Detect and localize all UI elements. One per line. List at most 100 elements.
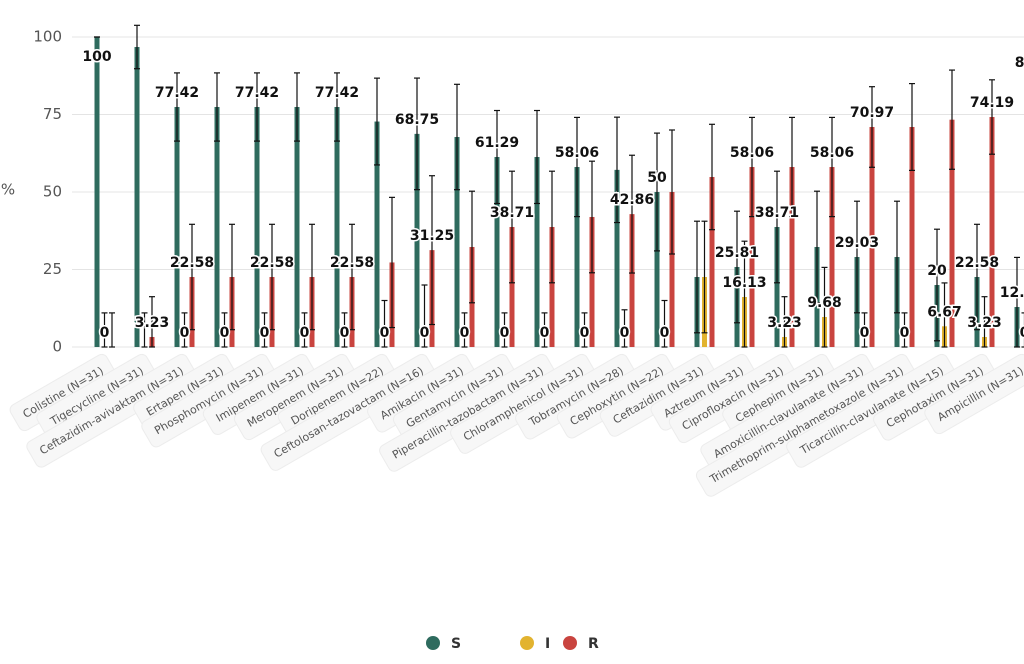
bar xyxy=(909,126,915,347)
data-label: 74.19 xyxy=(970,95,1014,111)
error-bar xyxy=(341,312,348,348)
bar xyxy=(549,226,555,347)
data-label: 58.06 xyxy=(730,145,774,161)
error-bar xyxy=(461,312,468,348)
error-bar xyxy=(469,190,475,304)
error-bar xyxy=(701,220,708,334)
error-bar xyxy=(414,77,420,191)
data-label: 3.23 xyxy=(135,315,170,331)
data-label: 77.42 xyxy=(155,85,199,101)
error-bar xyxy=(781,296,788,348)
error-bar xyxy=(174,72,180,142)
data-label: 38.71 xyxy=(490,205,534,221)
error-bar xyxy=(261,312,268,348)
error-bar xyxy=(694,220,700,334)
error-bar xyxy=(269,223,275,331)
data-label: 0 xyxy=(300,325,310,341)
bar xyxy=(509,226,515,347)
error-bar xyxy=(381,299,388,348)
error-bar xyxy=(374,77,380,166)
bar xyxy=(749,167,755,347)
error-bar xyxy=(189,223,195,331)
error-bar xyxy=(829,116,835,218)
error-bar xyxy=(734,210,740,324)
error-bar xyxy=(934,228,940,342)
error-bar xyxy=(134,24,140,70)
error-bar xyxy=(854,200,860,314)
data-label: 61.29 xyxy=(475,135,519,151)
bar xyxy=(614,169,620,347)
error-bar xyxy=(654,132,660,252)
error-bar xyxy=(814,190,820,304)
error-bar xyxy=(614,116,620,224)
error-bar xyxy=(774,170,780,284)
error-bar xyxy=(901,312,908,348)
error-bar xyxy=(181,312,188,348)
bar xyxy=(669,192,675,347)
error-bar xyxy=(749,116,755,218)
error-bar xyxy=(629,154,635,274)
data-label: 22.58 xyxy=(170,255,214,271)
data-label: 0 xyxy=(180,325,190,341)
bar xyxy=(134,47,140,347)
bar xyxy=(774,226,780,347)
bar xyxy=(654,192,660,347)
legend-swatch xyxy=(563,636,577,650)
data-label: 22.58 xyxy=(955,255,999,271)
y-tick-label: 0 xyxy=(52,338,62,356)
bar xyxy=(629,214,635,347)
data-label: 12.9 xyxy=(1000,285,1024,301)
error-bar xyxy=(229,223,235,331)
error-bar xyxy=(909,82,915,171)
error-bar xyxy=(589,160,595,274)
data-label: 22.58 xyxy=(330,255,374,271)
data-label: 0 xyxy=(260,325,270,341)
bar xyxy=(949,119,955,347)
error-bar xyxy=(574,116,580,218)
error-bar xyxy=(1021,312,1024,348)
bar xyxy=(589,216,595,347)
data-label: 0 xyxy=(620,325,630,341)
error-bar xyxy=(301,312,308,348)
data-label: 70.97 xyxy=(850,105,894,121)
bar xyxy=(94,37,100,347)
bar xyxy=(494,157,500,347)
y-tick-label: 25 xyxy=(43,260,62,278)
error-bar xyxy=(869,86,875,168)
data-label: 0 xyxy=(100,325,110,341)
error-bar xyxy=(501,312,508,348)
data-label: 42.86 xyxy=(610,192,654,208)
error-bar xyxy=(141,312,148,348)
data-label: 3.23 xyxy=(967,315,1002,331)
error-bar xyxy=(894,200,900,314)
legend-label: S xyxy=(451,636,461,652)
error-bar xyxy=(214,72,220,142)
error-bar xyxy=(149,296,155,348)
error-bar xyxy=(429,175,435,326)
legend-label: R xyxy=(588,636,599,652)
error-bar xyxy=(669,129,675,255)
data-label: 38.71 xyxy=(755,205,799,221)
bar xyxy=(334,106,340,347)
x-tick-box xyxy=(26,353,197,468)
error-bar xyxy=(789,116,795,218)
data-label: 29.03 xyxy=(835,235,879,251)
error-bar xyxy=(221,312,228,348)
data-label: 0 xyxy=(340,325,350,341)
data-label: 20 xyxy=(927,263,947,279)
error-bar xyxy=(534,109,540,205)
data-label: 50 xyxy=(647,170,667,186)
bar xyxy=(414,133,420,347)
data-label: 0 xyxy=(500,325,510,341)
data-label: 31.25 xyxy=(410,228,454,244)
bar xyxy=(254,106,260,347)
bar xyxy=(174,106,180,347)
error-bar xyxy=(861,312,868,348)
error-bar xyxy=(974,223,980,331)
error-bar xyxy=(454,83,460,191)
error-bar xyxy=(109,312,115,348)
error-bar xyxy=(709,123,715,231)
error-bar xyxy=(581,312,588,348)
data-label: 0 xyxy=(860,325,870,341)
legend-swatch xyxy=(426,636,440,650)
